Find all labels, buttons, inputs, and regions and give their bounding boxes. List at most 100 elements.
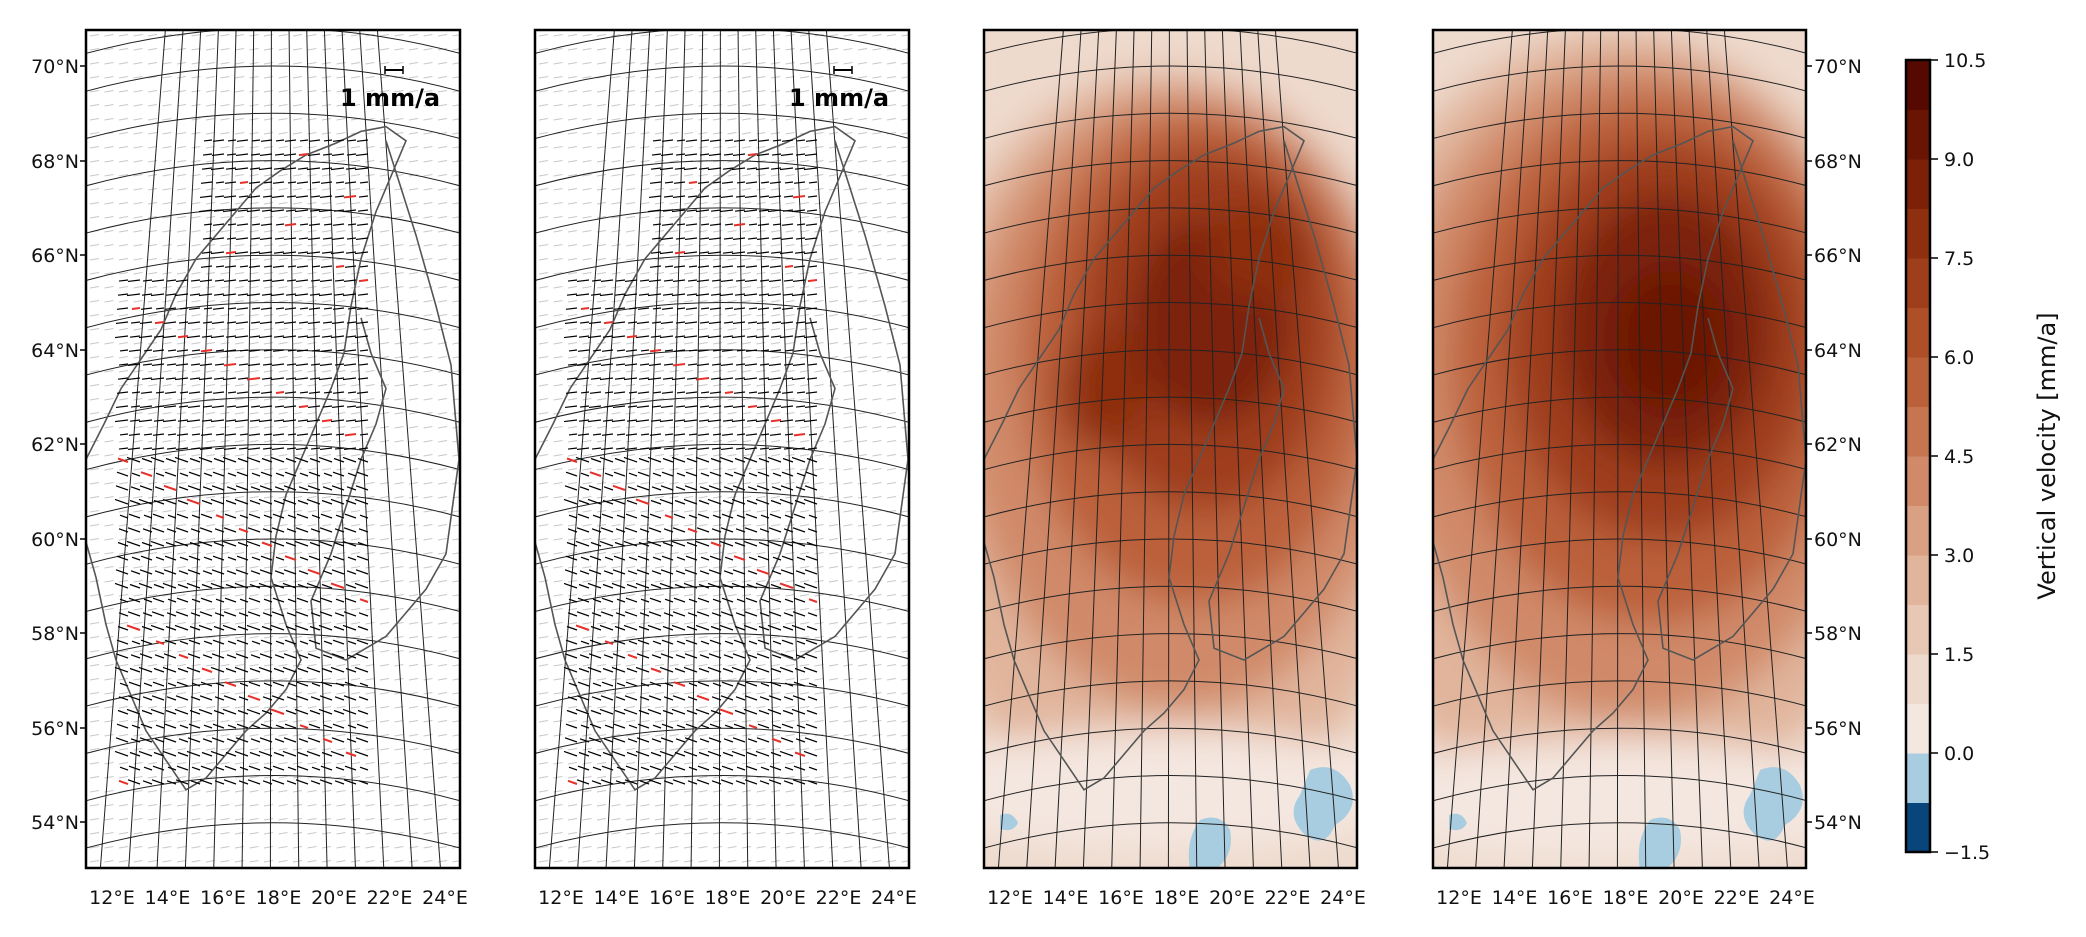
longitude-labels: 12°E 14°E 16°E 18°E 20°E 22°E 24°E 12°E 14°E 16°E…: [89, 887, 1815, 909]
panel-d-subsidence-patches: [1449, 767, 1803, 868]
longitude-label: 20°E: [311, 887, 357, 909]
colorbar-cell: [1906, 505, 1930, 556]
panel-c-graticule: [984, 30, 1357, 868]
latitude-label-right: 60°N: [1814, 529, 1862, 551]
latitude-label-left: 56°N: [31, 718, 79, 740]
longitude-label: 12°E: [987, 887, 1033, 909]
panel-b-scale-label: 1 mm/a: [789, 84, 889, 112]
latitude-label-left: 62°N: [31, 434, 79, 456]
panel-a-horizontal-velocity-map: 1 mm/a: [84, 28, 462, 870]
panel-c-finland-coastline: [1208, 140, 1357, 661]
colorbar-cell: [1906, 604, 1930, 655]
panel-a-scale-arrow: 1 mm/a: [340, 66, 440, 112]
panel-d-coastline: [1433, 125, 1754, 791]
latitude-label-right: 58°N: [1814, 623, 1862, 645]
colorbar-tick-label: 7.5: [1944, 248, 1974, 270]
longitude-label: 14°E: [1492, 887, 1538, 909]
latitude-label-left: 60°N: [31, 529, 79, 551]
latitude-label-right: 64°N: [1814, 340, 1862, 362]
colorbar-cell: [1906, 802, 1930, 853]
panel-c-frame: [982, 28, 1359, 870]
panel-b-model-field-arrows: [538, 34, 909, 863]
latitude-label-right: 54°N: [1814, 812, 1862, 834]
longitude-label: 16°E: [1547, 887, 1593, 909]
latitude-label-right: 70°N: [1814, 56, 1862, 78]
colorbar-cell: [1906, 456, 1930, 506]
latitude-label-left: 58°N: [31, 623, 79, 645]
colorbar-ticks: 10.5 9.0 7.5 6.0 4.5 3.0 1.5 0.0 −1.5: [1930, 50, 1990, 864]
panel-c-vertical-velocity-map: [982, 28, 1359, 870]
panel-a-model-field-arrows: [89, 34, 460, 863]
longitude-label: 22°E: [1265, 887, 1311, 909]
latitude-labels-right: 70°N 68°N 66°N 64°N 62°N 60°N 58°N 56°N 54°N: [1806, 56, 1862, 834]
colorbar-tick-label: 4.5: [1944, 446, 1974, 468]
colorbar-cell: [1906, 703, 1930, 754]
panel-c-subsidence-patches: [1000, 767, 1353, 868]
latitude-label-right: 66°N: [1814, 245, 1862, 267]
latitude-label-right: 62°N: [1814, 434, 1862, 456]
colorbar-cell: [1906, 753, 1930, 803]
longitude-label: 24°E: [1320, 887, 1366, 909]
panel-d-vertical-velocity-map: [1431, 28, 1808, 870]
longitude-label: 16°E: [200, 887, 246, 909]
colorbar-cell: [1906, 555, 1930, 605]
longitude-label: 12°E: [89, 887, 135, 909]
panel-a-frame: [84, 28, 462, 870]
colorbar-cell: [1906, 357, 1930, 407]
colorbar-tick-label: 10.5: [1944, 50, 1986, 72]
colorbar-cell: [1906, 208, 1930, 259]
longitude-label: 14°E: [594, 887, 640, 909]
latitude-label-right: 56°N: [1814, 718, 1862, 740]
longitude-label: 24°E: [871, 887, 917, 909]
colorbar-label: Vertical velocity [mm/a]: [2033, 312, 2061, 599]
panel-b-gnss-vectors: [563, 139, 818, 785]
colorbar-cell: [1906, 654, 1930, 704]
latitude-label-left: 68°N: [31, 151, 79, 173]
colorbar-tick-label: 3.0: [1944, 545, 1974, 567]
longitude-label: 20°E: [1209, 887, 1255, 909]
latitude-label-left: 54°N: [31, 812, 79, 834]
latitude-label-left: 66°N: [31, 245, 79, 267]
colorbar-tick-label: 0.0: [1944, 743, 1974, 765]
panel-d-frame: [1431, 28, 1808, 870]
colorbar-cell: [1906, 109, 1930, 160]
colorbar-cells: [1906, 60, 1930, 853]
panel-a-gnss-vectors: [114, 139, 369, 785]
colorbar-tick-label: 9.0: [1944, 149, 1974, 171]
longitude-label: 16°E: [1098, 887, 1144, 909]
latitude-labels-left: 70°N 68°N 66°N 64°N 62°N 60°N 58°N 56°N 54°N: [31, 56, 86, 834]
longitude-label: 22°E: [1714, 887, 1760, 909]
longitude-label: 24°E: [1769, 887, 1815, 909]
panel-b-finland-coastline: [759, 140, 909, 661]
colorbar-cell: [1906, 258, 1930, 308]
panel-a-map-content: [86, 30, 460, 868]
longitude-label: 14°E: [145, 887, 191, 909]
latitude-label-left: 70°N: [31, 56, 79, 78]
colorbar-tick-label: −1.5: [1944, 842, 1990, 864]
panel-c-coastline: [984, 125, 1305, 791]
longitude-label: 22°E: [816, 887, 862, 909]
panel-a-finland-coastline: [310, 140, 460, 661]
longitude-label: 20°E: [760, 887, 806, 909]
panel-b-scale-arrow: 1 mm/a: [789, 66, 889, 112]
panel-b-frame: [533, 28, 911, 870]
panel-d-graticule: [1433, 30, 1806, 868]
latitude-label-right: 68°N: [1814, 151, 1862, 173]
colorbar-cell: [1906, 159, 1930, 209]
panel-c-map-content: [984, 30, 1357, 868]
longitude-label: 24°E: [422, 887, 468, 909]
longitude-label: 18°E: [1603, 887, 1649, 909]
longitude-label: 14°E: [1043, 887, 1089, 909]
panel-a-scale-label: 1 mm/a: [340, 84, 440, 112]
colorbar-cell: [1906, 307, 1930, 358]
longitude-label: 18°E: [705, 887, 751, 909]
colorbar-cell: [1906, 60, 1930, 110]
panel-d-map-content: [1433, 30, 1806, 868]
latitude-label-left: 64°N: [31, 340, 79, 362]
longitude-label: 22°E: [367, 887, 413, 909]
colorbar-cell: [1906, 406, 1930, 457]
longitude-label: 18°E: [256, 887, 302, 909]
longitude-label: 16°E: [649, 887, 695, 909]
colorbar: 10.5 9.0 7.5 6.0 4.5 3.0 1.5 0.0 −1.5 Vertical v…: [1904, 50, 2061, 864]
